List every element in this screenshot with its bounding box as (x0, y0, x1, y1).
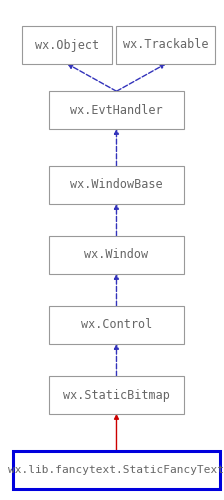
Text: wx.Control: wx.Control (81, 318, 152, 332)
FancyBboxPatch shape (13, 451, 220, 489)
Text: wx.Window: wx.Window (84, 248, 149, 262)
Text: wx.EvtHandler: wx.EvtHandler (70, 104, 163, 117)
FancyBboxPatch shape (116, 26, 215, 64)
FancyBboxPatch shape (49, 91, 184, 128)
Text: wx.Trackable: wx.Trackable (123, 38, 209, 52)
Text: wx.StaticBitmap: wx.StaticBitmap (63, 388, 170, 402)
FancyBboxPatch shape (49, 166, 184, 204)
Text: wx.WindowBase: wx.WindowBase (70, 178, 163, 192)
FancyBboxPatch shape (49, 376, 184, 414)
Text: wx.Object: wx.Object (35, 38, 99, 52)
Text: wx.lib.fancytext.StaticFancyText: wx.lib.fancytext.StaticFancyText (9, 465, 224, 475)
FancyBboxPatch shape (49, 306, 184, 344)
FancyBboxPatch shape (49, 236, 184, 274)
FancyBboxPatch shape (22, 26, 112, 64)
